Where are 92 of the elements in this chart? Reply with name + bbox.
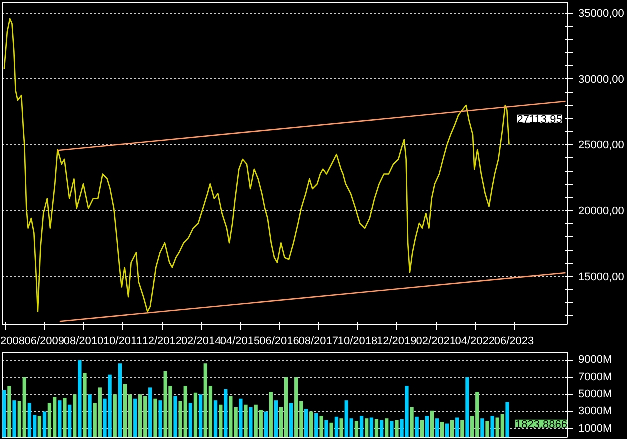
bar <box>340 418 344 438</box>
x-tick-label: 10/2011 <box>103 336 142 348</box>
bar <box>42 412 47 438</box>
annotation: 27113,95 <box>517 114 562 126</box>
bar <box>174 396 178 438</box>
bar <box>440 422 444 438</box>
line-series <box>4 18 510 313</box>
bar <box>310 412 314 438</box>
bar <box>354 421 359 438</box>
y-tick-label: 15000,00 <box>578 271 624 284</box>
bar <box>188 403 193 438</box>
bar <box>239 398 243 438</box>
bar <box>480 418 484 438</box>
bar <box>430 410 434 438</box>
bar <box>269 392 273 438</box>
bar <box>134 398 138 438</box>
y-tick-label: 9000M <box>578 354 612 366</box>
x-tick-label: 10/2018 <box>338 336 378 348</box>
x-tick-label: 08/2017 <box>298 336 338 348</box>
bar <box>420 420 424 438</box>
x-tick-label: 04/2022 <box>455 336 495 348</box>
x-tick-label: 08/2010 <box>64 336 104 348</box>
bar <box>158 400 162 438</box>
bar <box>290 403 294 438</box>
y-tick-label: 3000M <box>578 406 612 418</box>
bar <box>304 409 308 438</box>
bar <box>12 400 16 438</box>
bar <box>198 394 203 438</box>
bar <box>334 416 339 438</box>
bar <box>154 398 158 438</box>
bar <box>78 360 82 438</box>
bar <box>244 404 248 438</box>
x-tick-label: 06/2009 <box>24 336 65 348</box>
x-tick-label: 06/2023 <box>494 336 534 348</box>
bar <box>490 416 494 438</box>
bar <box>364 418 369 438</box>
y-tick-label: 5000M <box>578 388 612 401</box>
bar <box>410 407 414 438</box>
bar <box>466 377 470 438</box>
y-tick-label: 1000M <box>578 422 612 435</box>
bar <box>314 413 318 438</box>
bar <box>224 389 228 438</box>
bar <box>390 421 394 438</box>
x-tick-label: 12/2019 <box>376 336 417 348</box>
x-tick-label: 06/2016 <box>260 336 300 348</box>
bar <box>460 420 464 438</box>
bar <box>118 364 122 438</box>
bar <box>415 416 419 438</box>
bar <box>436 418 440 438</box>
bar <box>83 373 87 438</box>
y-tick-label: 25000,00 <box>578 140 624 152</box>
bar <box>360 416 364 438</box>
bar <box>385 418 389 438</box>
bar <box>148 388 152 438</box>
bar <box>445 424 450 438</box>
x-tick-label: 02/2021 <box>416 336 456 348</box>
bar <box>249 407 253 438</box>
bar <box>324 420 328 438</box>
bar <box>73 394 77 438</box>
bar <box>320 416 324 438</box>
y-tick-label: 30000,00 <box>578 74 624 86</box>
bar <box>68 404 72 438</box>
bar <box>38 416 42 438</box>
y-tick-label: 35000,00 <box>578 8 624 20</box>
bar <box>425 416 430 438</box>
bar <box>63 398 67 438</box>
bar <box>486 421 490 438</box>
bar <box>58 400 62 438</box>
bar <box>450 420 454 438</box>
x-tick-label: 02/2014 <box>181 336 222 348</box>
bar <box>88 394 92 438</box>
annotation: 1823,8866 <box>516 418 568 431</box>
bar <box>113 394 117 438</box>
bar <box>219 404 223 438</box>
bar <box>506 402 510 438</box>
bar <box>380 420 384 438</box>
bar <box>2 390 6 438</box>
x-tick-label: 12/2012 <box>142 336 182 348</box>
bar <box>330 422 334 438</box>
bar <box>274 400 278 438</box>
bar <box>374 419 379 438</box>
bar <box>264 412 268 438</box>
bar <box>370 418 374 438</box>
y-tick-label: 20000,00 <box>578 206 624 218</box>
x-tick-label: 2008 <box>0 336 25 348</box>
bar <box>8 386 12 438</box>
x-tick-label: 04/2015 <box>220 336 260 348</box>
bar <box>456 418 460 438</box>
y-tick-label: 7000M <box>578 371 612 384</box>
bar <box>214 400 218 438</box>
bar <box>395 420 399 438</box>
bar <box>194 392 198 438</box>
